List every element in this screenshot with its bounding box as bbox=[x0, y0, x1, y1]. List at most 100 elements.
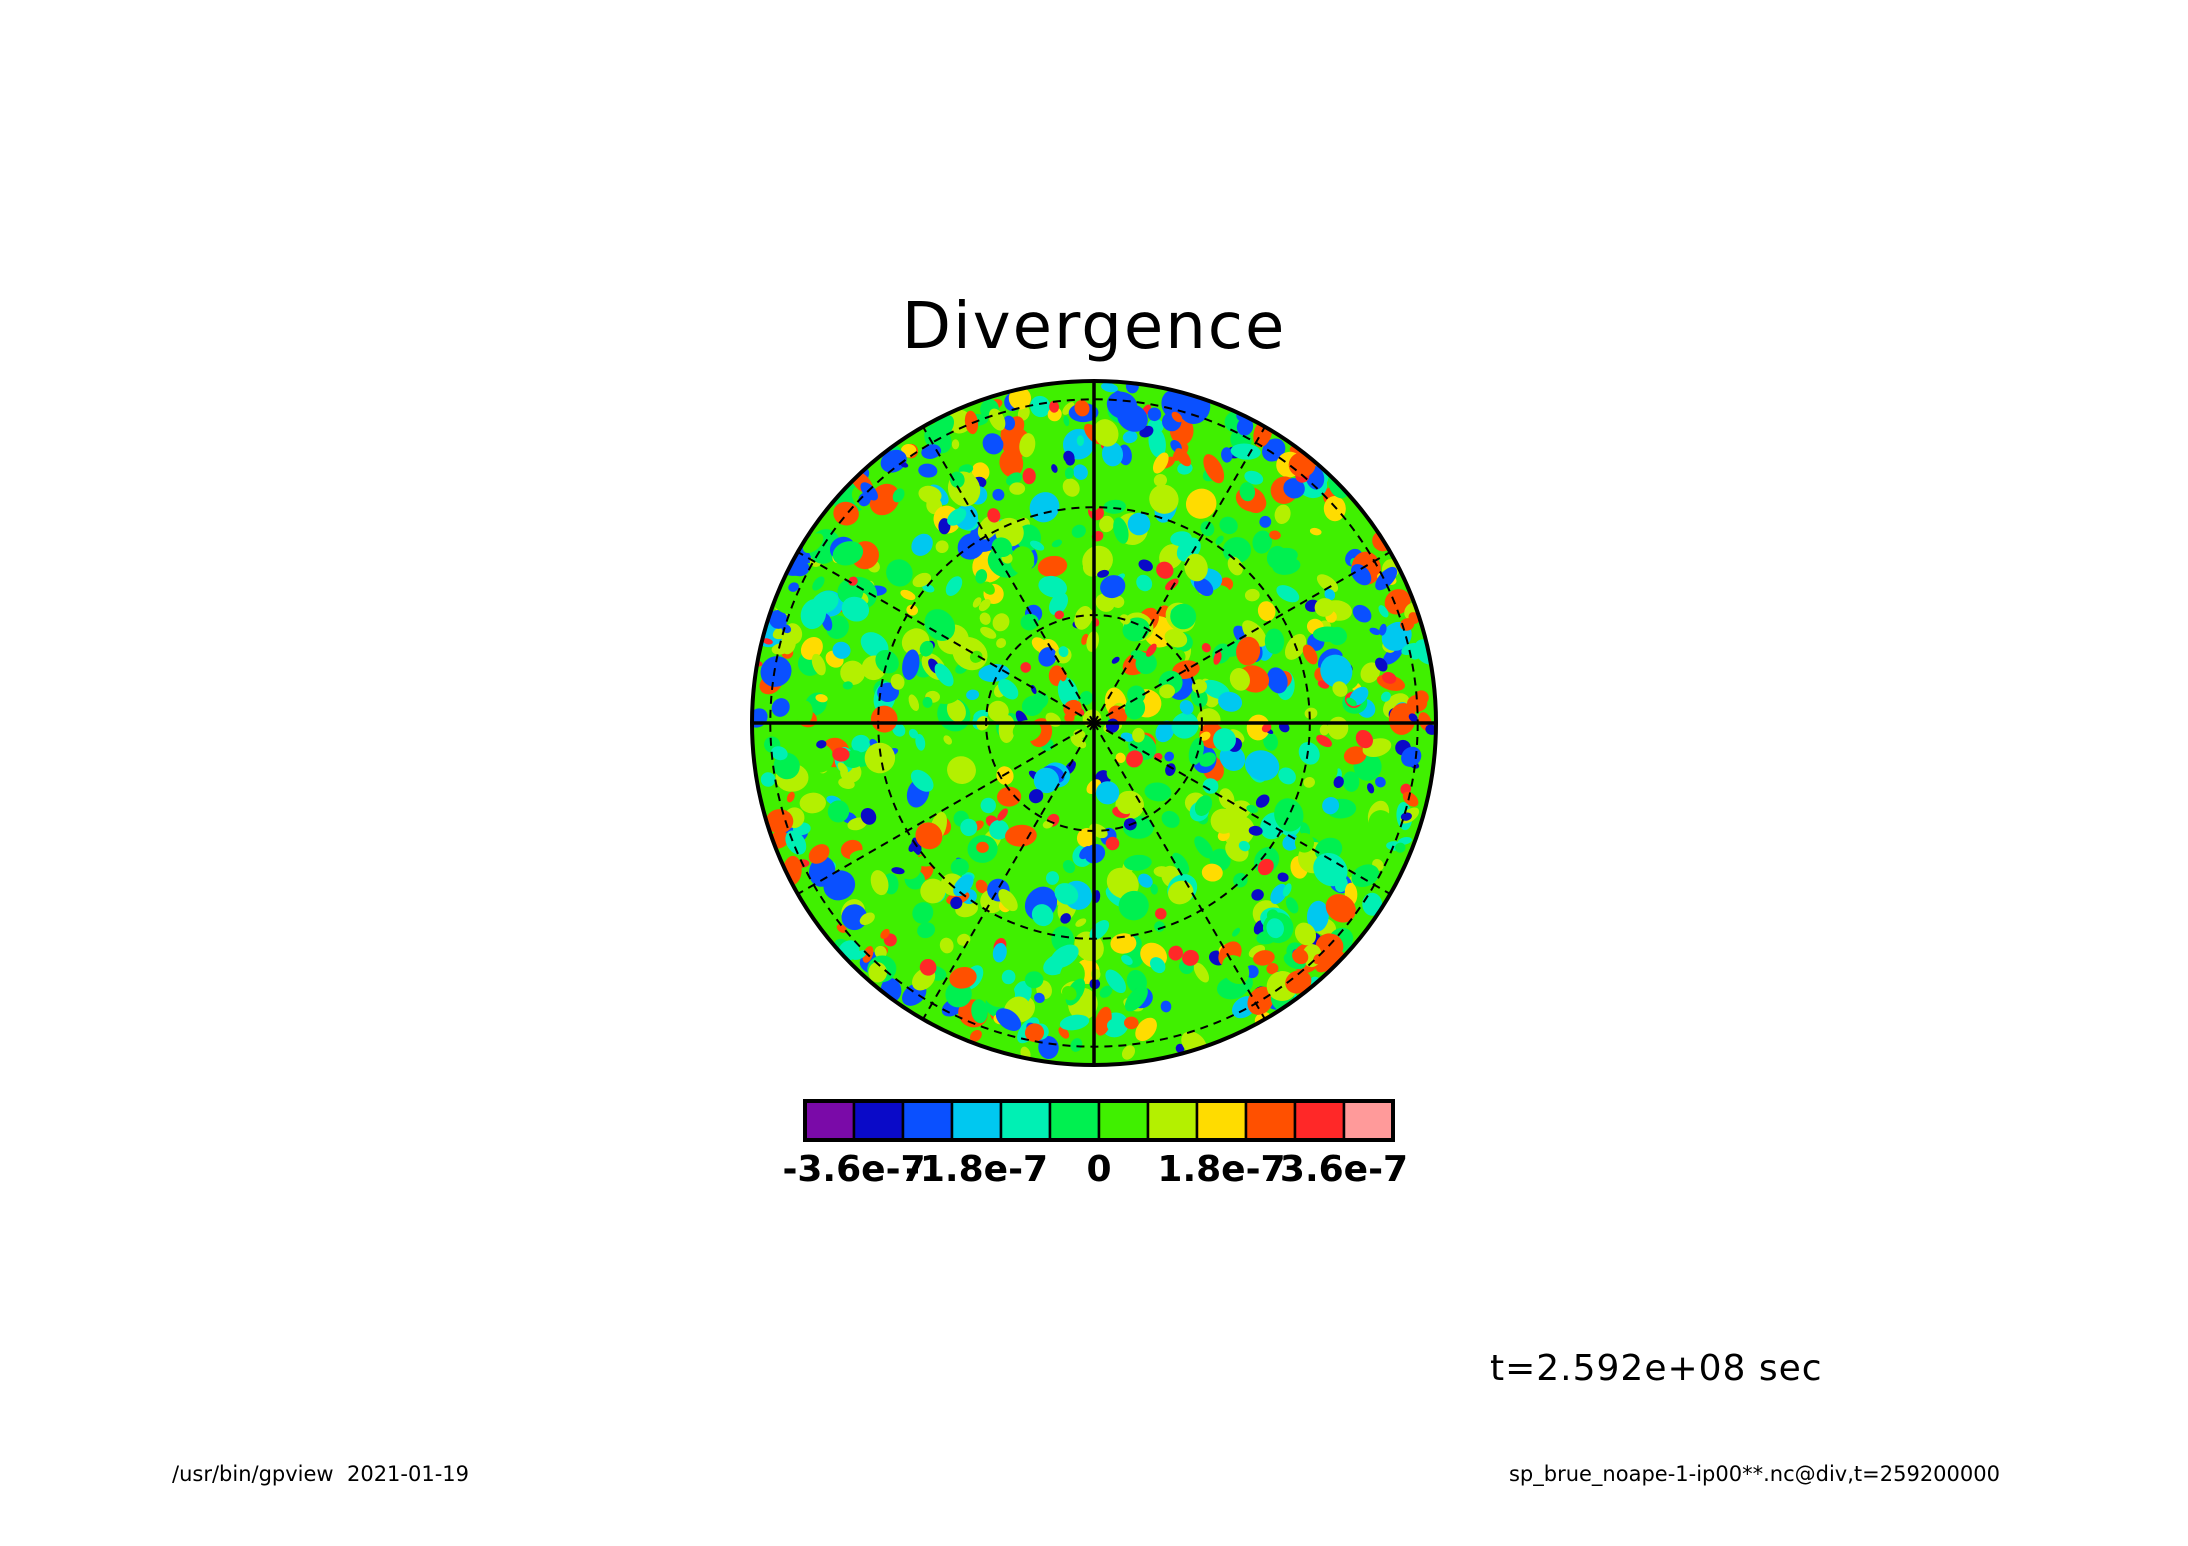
field-cell bbox=[1381, 671, 1397, 684]
field-cell bbox=[1079, 690, 1093, 706]
field-cell bbox=[1194, 795, 1213, 816]
field-cell bbox=[1107, 1018, 1122, 1032]
field-cell bbox=[1118, 890, 1149, 921]
field-cell bbox=[943, 735, 953, 745]
field-cell bbox=[953, 874, 974, 897]
field-cell bbox=[1062, 478, 1080, 497]
field-cell bbox=[949, 471, 965, 488]
field-cell bbox=[1132, 727, 1145, 743]
meridian-line bbox=[922, 426, 1095, 724]
field-cell bbox=[762, 638, 773, 645]
field-cell bbox=[1062, 402, 1075, 415]
field-cell bbox=[987, 700, 1009, 722]
field-cell bbox=[1153, 473, 1167, 487]
field-cell bbox=[1010, 546, 1035, 574]
field-cell bbox=[933, 950, 944, 962]
field-cell bbox=[1073, 464, 1088, 480]
field-cell bbox=[981, 581, 995, 595]
field-cell bbox=[875, 649, 899, 674]
field-cell bbox=[1229, 668, 1250, 691]
field-cell bbox=[1313, 852, 1348, 887]
field-cell bbox=[1024, 971, 1044, 989]
field-cell bbox=[1316, 574, 1339, 593]
field-cell bbox=[1160, 1000, 1172, 1013]
colorbar-tick-label: 3.6e-7 bbox=[1280, 1149, 1408, 1190]
field-cell bbox=[886, 559, 913, 587]
field-cell bbox=[1304, 707, 1318, 719]
colorbar-swatch bbox=[1293, 1099, 1346, 1142]
field-cell bbox=[841, 596, 870, 622]
field-cell bbox=[1242, 620, 1267, 647]
field-cell bbox=[996, 638, 1007, 649]
field-cell bbox=[991, 537, 1013, 558]
field-cell bbox=[910, 769, 934, 792]
field-cell bbox=[988, 408, 1006, 431]
field-cell bbox=[1244, 750, 1280, 781]
field-cell bbox=[1111, 656, 1120, 664]
field-cell bbox=[1388, 703, 1416, 735]
field-cell bbox=[800, 599, 827, 630]
field-cell bbox=[1360, 662, 1381, 683]
field-cell bbox=[812, 576, 825, 591]
colorbar-outline bbox=[803, 1099, 1395, 1142]
field-cell bbox=[1213, 728, 1236, 752]
field-cell bbox=[1074, 606, 1093, 630]
field-cell bbox=[935, 540, 949, 554]
field-cell bbox=[1138, 873, 1153, 888]
field-cell bbox=[1199, 752, 1216, 767]
field-cell bbox=[1316, 734, 1332, 748]
field-cell bbox=[1144, 782, 1172, 802]
field-cell bbox=[1115, 752, 1126, 763]
field-cell bbox=[1095, 781, 1120, 805]
field-cell bbox=[1213, 651, 1222, 665]
field-cell bbox=[1071, 524, 1086, 538]
field-cell bbox=[1063, 450, 1075, 464]
field-cell bbox=[1127, 512, 1151, 536]
field-cell bbox=[1028, 789, 1044, 804]
field-cell bbox=[1369, 627, 1381, 636]
field-cell bbox=[1314, 598, 1335, 617]
field-cell bbox=[951, 439, 960, 450]
field-cell bbox=[1097, 569, 1110, 578]
field-cell bbox=[880, 449, 907, 473]
field-cell bbox=[998, 889, 1018, 912]
field-cell bbox=[1219, 745, 1246, 771]
field-cell bbox=[1076, 828, 1096, 848]
colorbar-swatch bbox=[950, 1099, 1003, 1142]
field-cell bbox=[1246, 804, 1259, 814]
colorbar-tick-label: -3.6e-7 bbox=[782, 1149, 925, 1190]
field-cell bbox=[979, 612, 991, 625]
field-cell bbox=[1298, 822, 1311, 837]
field-cell bbox=[1094, 1006, 1112, 1036]
field-cell bbox=[1261, 723, 1272, 733]
field-cell bbox=[1147, 407, 1162, 422]
field-cell bbox=[1050, 944, 1079, 969]
field-cell bbox=[1322, 796, 1340, 815]
field-cell bbox=[1122, 430, 1138, 444]
field-cell bbox=[950, 858, 969, 876]
field-cell bbox=[1100, 575, 1126, 599]
field-cell bbox=[1362, 892, 1383, 916]
field-cell bbox=[770, 746, 788, 761]
field-cell bbox=[992, 488, 1005, 501]
field-cell bbox=[1076, 435, 1085, 447]
field-cell bbox=[1312, 626, 1343, 642]
field-cell bbox=[1324, 588, 1336, 601]
field-cell bbox=[832, 747, 850, 762]
field-cell bbox=[1191, 679, 1207, 694]
field-cell bbox=[1332, 681, 1348, 697]
field-cell bbox=[1045, 871, 1060, 885]
field-cell bbox=[1352, 604, 1372, 623]
colorbar-swatch bbox=[901, 1099, 954, 1142]
field-cell bbox=[1346, 697, 1357, 707]
field-cell bbox=[1238, 840, 1251, 852]
footer-program-path: /usr/bin/gpview bbox=[172, 1462, 334, 1486]
field-cell bbox=[971, 999, 988, 1024]
field-cell bbox=[1215, 535, 1224, 545]
field-cell bbox=[1074, 399, 1090, 417]
field-cell bbox=[1126, 750, 1143, 768]
field-cell bbox=[975, 569, 988, 584]
field-cell bbox=[1266, 667, 1288, 694]
field-cell bbox=[1121, 954, 1133, 966]
field-cell bbox=[921, 444, 942, 459]
